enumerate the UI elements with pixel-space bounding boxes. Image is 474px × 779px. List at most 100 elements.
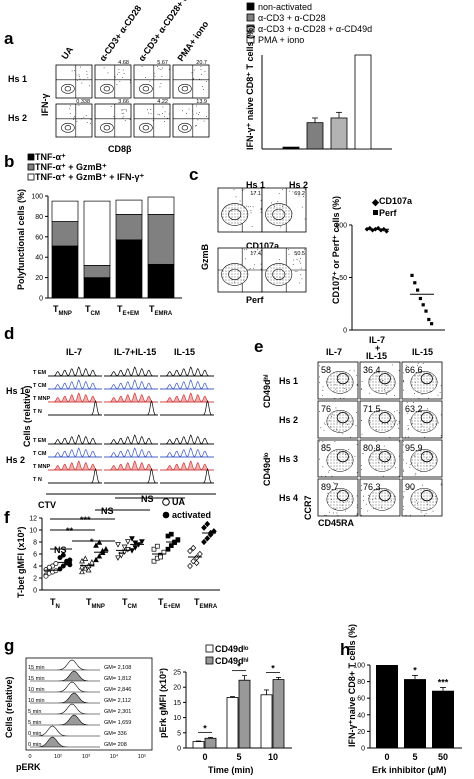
c-flow-dot [249, 268, 251, 269]
a-flow-dot [90, 119, 92, 120]
e-flow-dot [356, 385, 358, 386]
g-histogram [30, 670, 100, 682]
e-flow-dot [338, 431, 340, 432]
c-point-cd107a [375, 225, 381, 231]
f-point [165, 546, 171, 552]
a-flow-contour [61, 83, 75, 94]
e-flow-dot [369, 420, 370, 421]
f-point [96, 539, 103, 545]
f-star-2: *** [80, 515, 91, 525]
f-point [115, 555, 121, 561]
e-flow-dot [368, 392, 370, 394]
a-flow-contour [142, 125, 150, 131]
a-flow-percent: 0.338 [76, 99, 90, 105]
panel-a-col-2: α-CD3+ α-CD28 [97, 3, 143, 63]
g-hist-time: 10 min [28, 687, 45, 693]
e-flow-dot [405, 364, 407, 366]
c-flow-dot [260, 199, 262, 201]
a-flow-box [55, 64, 93, 99]
a-flow-contour [100, 122, 114, 133]
a-flow-dot [191, 72, 193, 74]
b-bar-segment [51, 245, 79, 299]
b-x-tick-label: TEMRA [149, 304, 173, 317]
a-flow-box [94, 64, 132, 99]
e-flow-dot [391, 364, 393, 366]
a-flow-dot [118, 69, 120, 70]
e-flow-contour [410, 449, 438, 472]
e-flow-dot [394, 411, 395, 413]
e-flow-dot [368, 494, 369, 496]
e-flow-dot [389, 390, 391, 392]
c-flow-dot [294, 270, 296, 272]
c-flow-contour [272, 208, 286, 220]
f-point [193, 554, 200, 561]
e-flow-percent: 36.4 [363, 365, 381, 375]
a-flow-dot [79, 76, 80, 77]
b-y-tick-label: 0 [39, 296, 43, 303]
a-legend-3: α-CD3 + α-CD28 + α-CD49d [258, 24, 372, 34]
a-flow-dot [201, 79, 202, 81]
d-histogram [160, 447, 214, 458]
c-point-perf [413, 281, 417, 285]
panel-h-letter: h [340, 640, 350, 659]
e-flow-dot [334, 384, 336, 386]
e-flow-dot [405, 436, 406, 438]
e-flow-dot [409, 514, 411, 516]
c-flow-dot [301, 278, 303, 280]
e-flow-dot [403, 470, 405, 472]
e-flow-dot [403, 444, 404, 446]
b-bar-segment [147, 263, 175, 299]
e-flow-dot [336, 512, 338, 514]
e-flow-dot [440, 483, 442, 485]
e-row-3: Hs 3 [279, 454, 298, 464]
g-legend-swatches [205, 644, 214, 665]
f-legend-open [162, 498, 170, 506]
f-y-tick-label: 4 [33, 564, 37, 571]
e-flow-dot [395, 467, 396, 469]
f-point [151, 546, 157, 552]
e-flow-contour [410, 488, 438, 511]
c-flow-percent: 17.4 [250, 251, 261, 257]
a-flow-dot [74, 116, 76, 117]
h-y-tick-label: 20 [357, 729, 365, 736]
e-flow-contour [326, 410, 354, 433]
c-flow-dot [248, 269, 250, 271]
e-flow-dot [356, 512, 358, 514]
g-hist-frame [25, 657, 153, 751]
e-flow-percent: 90 [405, 482, 415, 492]
a-flow-percent: 4.68 [118, 60, 129, 66]
d-histogram [160, 434, 214, 445]
c-legend-1: CD107a [379, 196, 413, 206]
e-flow-dot [429, 416, 430, 418]
e-flow-dot [440, 414, 442, 416]
b-legend-2: TNF-α⁺ + GzmB⁺ [35, 162, 107, 172]
d-histogram [160, 460, 214, 471]
a-flow-contour [142, 86, 150, 92]
panel-a-row-2: Hs 2 [8, 113, 27, 123]
a-flow-dot [206, 116, 207, 117]
f-y-tick-label: 6 [33, 552, 37, 559]
a-flow-dot [198, 114, 199, 115]
e-flow-dot [409, 466, 411, 468]
e-flow-dot [427, 459, 429, 460]
e-flow-dot [352, 423, 354, 425]
f-point [168, 543, 174, 548]
a-flow-box [94, 103, 132, 138]
f-point [93, 556, 99, 563]
c-flow-dot [252, 193, 254, 195]
e-flow-dot [386, 393, 387, 395]
a-flow-box [133, 64, 171, 99]
e-col-2c: IL-15 [366, 351, 387, 361]
a-flow-dot [123, 73, 125, 74]
b-bar-segment [83, 277, 111, 299]
a-legend-swatch [246, 24, 255, 33]
a-flow-dot [182, 110, 183, 112]
c-flow-dot [282, 205, 283, 207]
a-flow-dot [186, 113, 187, 114]
e-flow-dot [398, 441, 400, 442]
e-flow-dot [414, 474, 416, 476]
a-flow-dot [186, 86, 188, 87]
f-point [204, 535, 211, 542]
e-flow-dot [365, 503, 367, 505]
e-flow-dot [374, 447, 375, 449]
